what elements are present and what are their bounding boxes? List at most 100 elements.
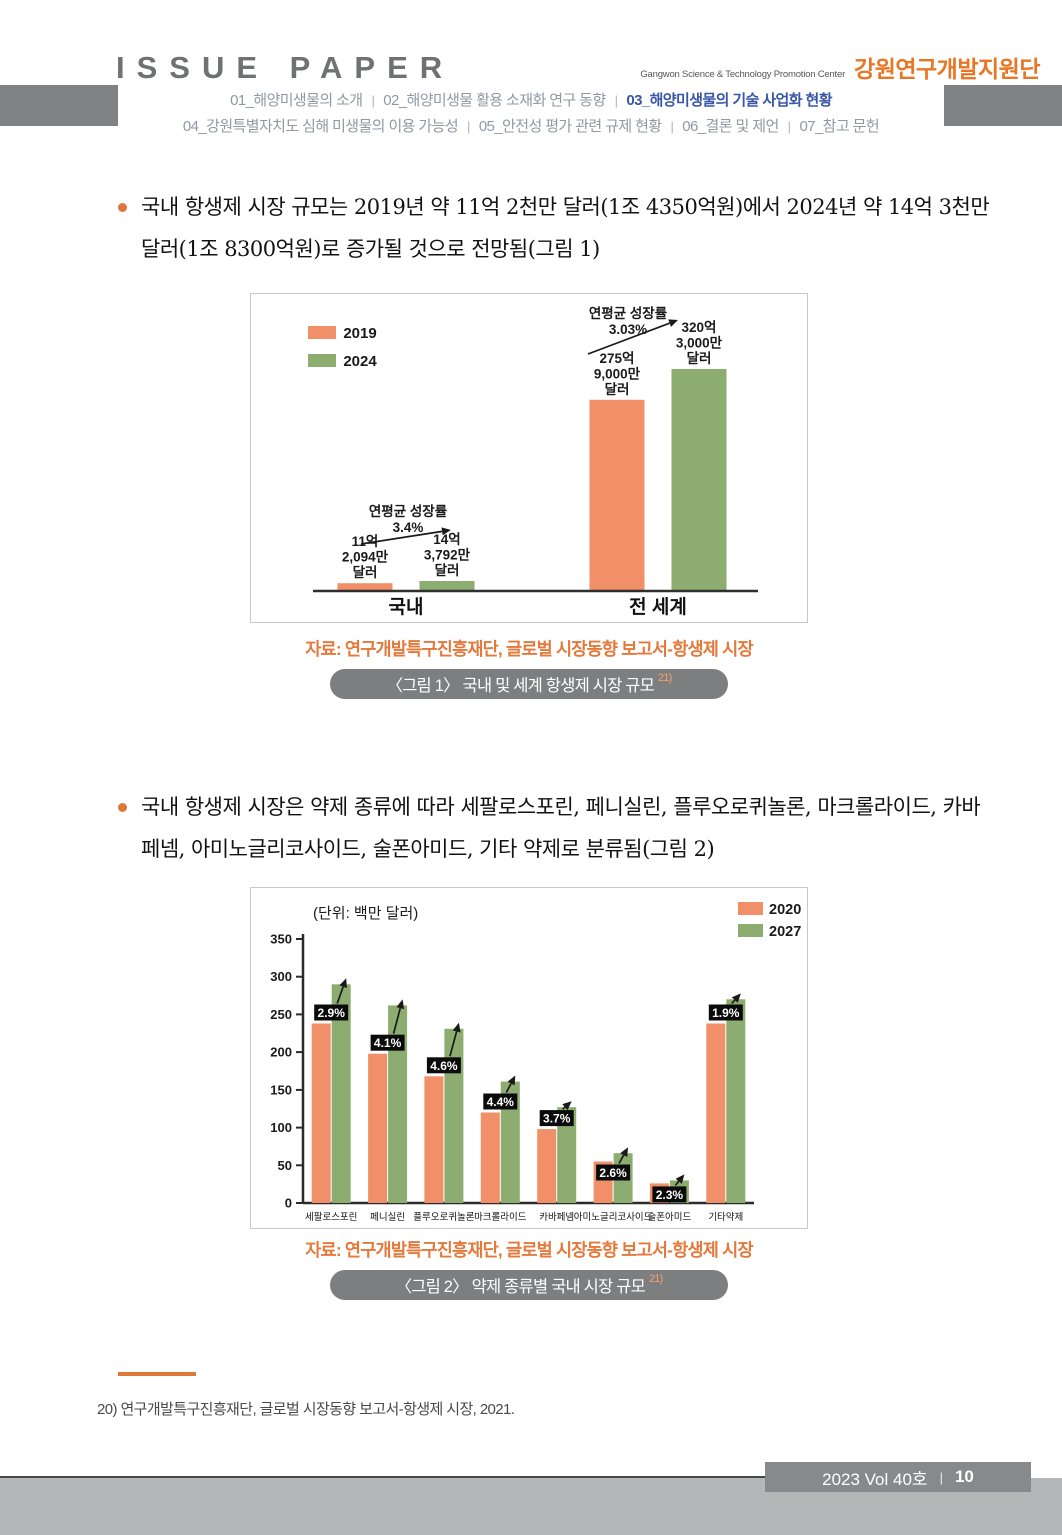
- footnote-text: 20) 연구개발특구진흥재단, 글로벌 시장동향 보고서-항생제 시장, 202…: [97, 1401, 515, 1418]
- growth-arrow: [449, 1031, 458, 1057]
- growth-arrow: [731, 999, 736, 1005]
- footer-separator: |: [939, 1469, 943, 1485]
- c2-legend-swatch-2020: [738, 902, 763, 915]
- growth-arrowhead: [562, 1101, 572, 1111]
- c2-unit-label: (단위: 백만 달러): [313, 905, 418, 922]
- c2-growth-box-g1: [370, 1034, 405, 1051]
- c2-growth-label: 2.9%: [318, 1006, 346, 1020]
- c2-bar-2027-g4: [557, 1107, 577, 1203]
- c2-bar-2020-g0: [311, 1023, 331, 1203]
- figure-2-caption-ref: 21): [648, 1273, 663, 1285]
- figure-2-caption-text: 〈그림 2〉 약제 종류별 국내 시장 규모: [395, 1278, 646, 1296]
- c1-bar-label-2019-g1: 275억: [600, 351, 635, 366]
- growth-arrow: [336, 986, 344, 1004]
- c1-annotation-label: 연평균 성장률: [369, 503, 448, 519]
- growth-arrowhead: [452, 1022, 461, 1033]
- figure-1-caption-row: 〈그림 1〉 국내 및 세계 항생제 시장 규모 21): [250, 669, 808, 699]
- footer-page-number: 10: [954, 1467, 974, 1486]
- growth-arrowhead: [620, 1147, 629, 1157]
- header-nav: 01_해양미생물의 소개 | 02_해양미생물 활용 소재화 연구 동향 | 03_해양…: [118, 88, 944, 140]
- figure-2-caption-pill: 〈그림 2〉 약제 종류별 국내 시장 규모 21): [330, 1270, 728, 1300]
- bullet-item-2: 국내 항생제 시장은 약제 종류에 따라 세팔로스포린, 페니실린, 플루오로퀴…: [118, 786, 992, 870]
- bullet-text-1: 국내 항생제 시장 규모는 2019년 약 11억 2천만 달러(1조 4350…: [141, 195, 990, 261]
- c1-bar-label-2019-g1: 달러: [605, 382, 630, 397]
- c2-bar-2020-g1: [368, 1053, 388, 1203]
- c2-category-label: 마크롤라이드: [474, 1212, 527, 1223]
- header-band-left: [0, 85, 118, 126]
- nav-item: 06_결론 및 제언: [682, 118, 779, 135]
- nav-separator: |: [670, 119, 674, 134]
- nav-item: 04_강원특별자치도 심해 미생물의 이용 가능성: [182, 118, 459, 135]
- c2-bar-2020-g7: [706, 1023, 726, 1203]
- c2-svg: (단위: 백만 달러) 2020 2027 0 50 100 150 200 250 300 350…: [270, 902, 801, 1223]
- growth-arrow: [505, 1083, 512, 1093]
- growth-arrow: [392, 1007, 402, 1034]
- nav-separator: |: [787, 119, 791, 134]
- nav-separator: |: [614, 93, 618, 108]
- c2-legend-label-2027: 2027: [769, 924, 801, 940]
- bullet-marker-icon: [118, 203, 127, 212]
- c1-bar-2024-g0: [419, 581, 475, 591]
- c2-category-label: 카바페넴: [539, 1212, 574, 1223]
- c1-annotation-label: 연평균 성장률: [589, 305, 668, 321]
- growth-arrowhead: [441, 527, 451, 536]
- c2-y-tick-label: 100: [270, 1120, 292, 1135]
- c2-y-tick-label: 200: [270, 1045, 292, 1060]
- footer-page-box: 2023 Vol 40호 | 10: [765, 1462, 1031, 1492]
- growth-arrowhead: [731, 993, 741, 1003]
- org-name-kr: 강원연구개발지원단: [854, 56, 1040, 82]
- header-band-right: [944, 85, 1062, 126]
- c1-annotation-value: 3.03%: [609, 322, 647, 337]
- c2-growth-box-g7: [708, 1004, 743, 1021]
- growth-arrowhead: [668, 319, 678, 327]
- c1-legend-swatch-2024: [308, 354, 336, 367]
- c2-bar-2027-g1: [388, 1005, 408, 1203]
- c2-bar-2020-g2: [424, 1076, 444, 1203]
- c2-bar-2027-g0: [331, 984, 351, 1203]
- c1-bar-label-2019-g0: 11억: [352, 534, 379, 549]
- c2-growth-label: 4.1%: [374, 1036, 402, 1050]
- c1-bar-2024-g1: [671, 369, 727, 591]
- c1-bar-label-2024-g0: 3,792만: [424, 548, 471, 563]
- c2-category-label: 페니실린: [370, 1212, 405, 1223]
- c1-category-label: 전 세계: [629, 596, 687, 618]
- growth-arrow: [360, 530, 443, 545]
- nav-separator: |: [467, 119, 470, 134]
- nav-line-1: 01_해양미생물의 소개 | 02_해양미생물 활용 소재화 연구 동향 | 03_해양…: [118, 88, 944, 114]
- growth-arrowhead: [396, 999, 405, 1010]
- nav-item: 07_참고 문헌: [799, 118, 880, 135]
- c2-growth-box-g6: [652, 1186, 687, 1203]
- c2-category-label: 플루오로퀴놀론: [413, 1212, 474, 1223]
- footer-volume: 2023 Vol 40호: [822, 1469, 928, 1489]
- c2-growth-label: 4.6%: [430, 1059, 458, 1073]
- growth-arrow: [562, 1106, 566, 1110]
- c1-legend-label-2024: 2024: [343, 353, 377, 370]
- c2-growth-label: 2.6%: [599, 1166, 627, 1180]
- c1-bar-label-2024-g1: 달러: [687, 351, 712, 366]
- c2-legend-swatch-2027: [738, 924, 763, 937]
- bullet-text-2: 국내 항생제 시장은 약제 종류에 따라 세팔로스포린, 페니실린, 플루오로퀴…: [141, 795, 981, 861]
- figure-1-caption-pill: 〈그림 1〉 국내 및 세계 항생제 시장 규모 21): [330, 669, 728, 699]
- c2-growth-box-g2: [426, 1057, 461, 1074]
- nav-line-2: 04_강원특별자치도 심해 미생물의 이용 가능성 | 05_안전성 평가 관련 규…: [118, 114, 944, 140]
- c1-bar-label-2024-g1: 320억: [682, 320, 717, 335]
- bullet-marker-icon: [118, 803, 127, 812]
- footnote-divider: [118, 1372, 196, 1376]
- c1-annotation-value: 3.4%: [393, 520, 424, 535]
- c2-bar-2027-g2: [444, 1028, 464, 1203]
- c2-bar-2020-g3: [480, 1112, 500, 1203]
- figure-2-caption-row: 〈그림 2〉 약제 종류별 국내 시장 규모 21): [250, 1270, 808, 1300]
- growth-arrow: [674, 1180, 680, 1186]
- bullet-item-1: 국내 항생제 시장 규모는 2019년 약 11억 2천만 달러(1조 4350…: [118, 186, 992, 270]
- c2-y-tick-label: 150: [270, 1082, 292, 1097]
- c1-bar-label-2019-g0: 달러: [353, 565, 378, 580]
- figure-1-source: 자료: 연구개발특구진흥재단, 글로벌 시장동향 보고서-항생제 시장: [305, 639, 753, 659]
- growth-arrow: [587, 322, 670, 355]
- growth-arrowhead: [507, 1075, 516, 1086]
- c2-bar-2027-g7: [726, 999, 746, 1203]
- nav-item-active: 03_해양미생물의 기술 사업화 현황: [626, 92, 832, 109]
- c2-legend-label-2020: 2020: [769, 902, 801, 918]
- nav-item: 02_해양미생물 활용 소재화 연구 동향: [383, 92, 606, 109]
- c1-bar-label-2024-g0: 14억: [433, 532, 460, 547]
- c2-bar-2020-g4: [537, 1129, 557, 1203]
